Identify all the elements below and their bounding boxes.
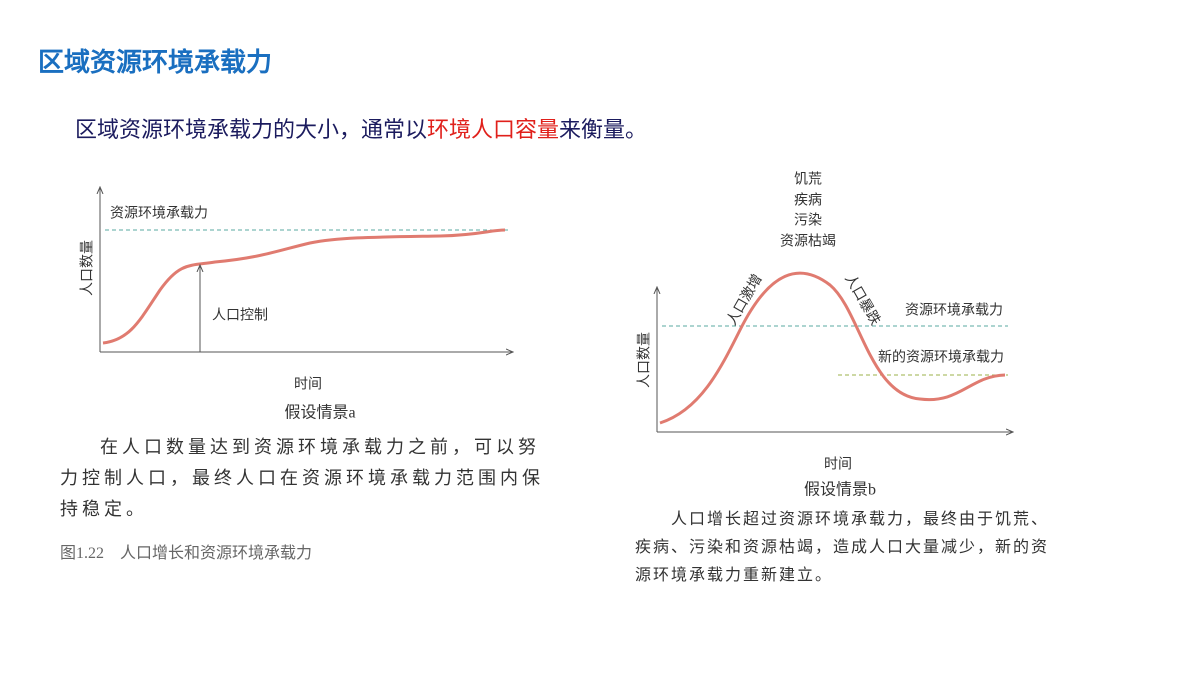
cause: 污染 — [794, 212, 822, 228]
description: 人口增长超过资源环境承载力，最终由于饥荒、疾病、污染和资源枯竭，造成人口大量减少… — [635, 511, 1050, 584]
capacity-label: 资源环境承载力 — [110, 205, 208, 221]
intro: 区域资源环境承载力的大小，通常以环境人口容量来衡量。 — [75, 112, 647, 144]
x-label: 时间 — [824, 456, 852, 472]
caption: 假设情景b — [804, 481, 876, 499]
population-curve — [659, 271, 1006, 425]
figure-caption: 图1.22 人口增长和资源环境承载力 — [60, 545, 313, 562]
capacity-label: 资源环境承载力 — [905, 302, 1003, 318]
cause: 资源枯竭 — [780, 233, 836, 249]
slide-title: 区域资源环境承载力 — [38, 47, 273, 77]
intro-text: 区域资源环境承载力的大小，通常以 — [75, 117, 428, 142]
caption: 假设情景a — [284, 404, 355, 422]
intro-highlight: 环境人口容量 — [427, 117, 560, 142]
y-label: 人口数量 — [79, 240, 95, 296]
annotation: 人口控制 — [212, 307, 268, 323]
new-capacity-label: 新的资源环境承载力 — [878, 349, 1004, 365]
description: 在人口数量达到资源环境承载力之前，可以努力控制人口，最终人口在资源环境承载力范围… — [60, 437, 544, 519]
y-label: 人口数量 — [636, 332, 652, 388]
cause: 疾病 — [794, 192, 822, 208]
intro-text: 来衡量。 — [559, 117, 648, 142]
fall-label: 人口暴跌 — [842, 271, 884, 327]
population-curve — [102, 228, 506, 345]
cause: 饥荒 — [794, 171, 822, 187]
x-label: 时间 — [294, 376, 322, 392]
